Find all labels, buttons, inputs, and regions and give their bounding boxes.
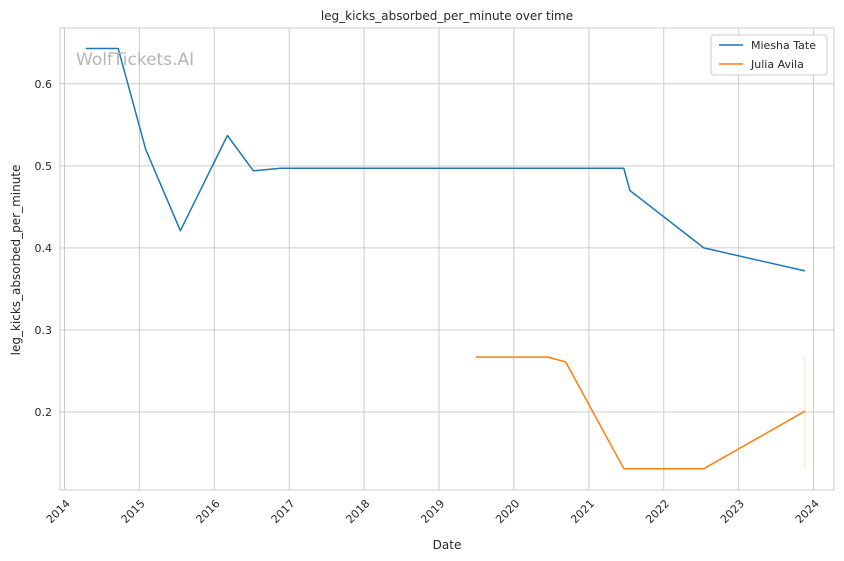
y-axis-label: leg_kicks_absorbed_per_minute bbox=[9, 165, 23, 356]
chart-title: leg_kicks_absorbed_per_minute over time bbox=[321, 9, 573, 23]
y-tick-label: 0.5 bbox=[35, 160, 53, 173]
series-line-miesha-tate bbox=[85, 47, 806, 272]
x-axis-label: Date bbox=[433, 538, 462, 552]
y-tick-label: 0.4 bbox=[35, 242, 53, 255]
plot-frame bbox=[59, 27, 835, 491]
legend-label-julia-avila: Julia Avila bbox=[750, 58, 804, 71]
y-axis-ticks: 0.2 0.3 0.4 0.5 0.6 bbox=[35, 78, 53, 419]
legend: Miesha Tate Julia Avila bbox=[710, 34, 828, 76]
y-tick-label: 0.2 bbox=[35, 406, 53, 419]
y-tick-label: 0.3 bbox=[35, 324, 53, 337]
series-lines bbox=[85, 47, 806, 470]
watermark: WolfTickets.AI bbox=[76, 50, 194, 70]
grid-lines bbox=[60, 28, 834, 490]
y-tick-label: 0.6 bbox=[35, 78, 53, 91]
series-line-julia-avila bbox=[476, 356, 806, 470]
legend-label-miesha-tate: Miesha Tate bbox=[751, 39, 816, 52]
